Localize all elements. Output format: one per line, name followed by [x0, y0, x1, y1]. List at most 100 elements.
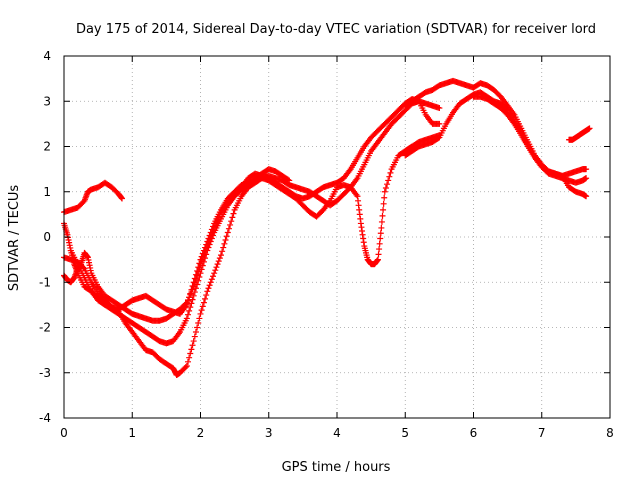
data-point-interp [187, 304, 194, 311]
data-point-interp [194, 324, 201, 331]
data-point [183, 362, 190, 369]
data-point-interp [222, 237, 229, 244]
data-point [190, 279, 197, 286]
data-point-interp [191, 289, 198, 296]
data-point-interp [191, 275, 198, 282]
data-point-interp [203, 251, 210, 258]
y-axis-label: SDTVAR / TECUs [7, 185, 22, 292]
data-point-interp [384, 181, 391, 188]
data-point-interp [206, 282, 213, 289]
data-point-interp [184, 298, 191, 305]
data-point-interp [198, 307, 205, 314]
data-point-interp [189, 296, 196, 303]
data-point-interp [192, 271, 199, 278]
data-point [190, 338, 197, 345]
x-tick-label: 4 [333, 426, 341, 440]
data-point-interp [228, 218, 235, 225]
data-point [583, 166, 590, 173]
data-point-interp [375, 251, 382, 258]
data-point [217, 252, 224, 259]
data-point-interp [192, 285, 199, 292]
data-point [381, 188, 388, 195]
data-point [583, 175, 590, 182]
data-point-interp [198, 253, 205, 260]
data-point-interp [199, 262, 206, 269]
data-point-interp [200, 258, 207, 265]
data-point-interp [210, 232, 217, 239]
data-point-interp [199, 250, 206, 257]
data-point-interp [210, 223, 217, 230]
chart-title: Day 175 of 2014, Sidereal Day-to-day VTE… [76, 22, 596, 37]
y-tick-label: -4 [39, 411, 51, 425]
data-point-interp [210, 273, 217, 280]
data-point [436, 105, 443, 112]
data-point-interp [195, 264, 202, 271]
y-tick-label: 1 [43, 185, 51, 199]
data-point-interp [377, 230, 384, 237]
data-point [583, 193, 590, 200]
data-point [183, 301, 190, 308]
data-point-interp [191, 333, 198, 340]
y-axis-ticks: -4 -3 -2 -1 0 1 2 3 4 [39, 49, 610, 425]
data-point [224, 229, 231, 236]
y-tick-label: 3 [43, 94, 51, 108]
data-point-interp [203, 292, 210, 299]
data-point [197, 310, 204, 317]
data-point-interp [196, 315, 203, 322]
data-point [197, 256, 204, 263]
data-point-interp [202, 295, 209, 302]
data-point-interp [219, 248, 226, 255]
data-point [204, 247, 211, 254]
series-pass-5 [67, 166, 293, 347]
y-tick-label: -2 [39, 321, 51, 335]
x-tick-label: 8 [606, 426, 614, 440]
data-point-interp [196, 260, 203, 267]
data-point [286, 177, 293, 184]
data-point-interp [376, 240, 383, 247]
data-point-interp [215, 258, 222, 265]
y-tick-label: -1 [39, 275, 51, 289]
y-tick-label: -3 [39, 366, 51, 380]
x-tick-label: 7 [538, 426, 546, 440]
x-tick-label: 2 [197, 426, 205, 440]
data-point [374, 256, 381, 263]
data-point-interp [186, 354, 193, 361]
data-point [436, 120, 443, 127]
data-point-interp [208, 235, 215, 242]
data-point-interp [80, 264, 87, 271]
data-point-interp [214, 261, 221, 268]
data-point-interp [221, 240, 228, 247]
series-pass-7 [402, 89, 590, 186]
data-point-interp [223, 233, 230, 240]
data-point-interp [198, 266, 205, 273]
data-point [190, 292, 197, 299]
data-point-interp [182, 364, 189, 371]
data-point-interp [379, 212, 386, 219]
data-point-interp [194, 281, 201, 288]
y-tick-label: 0 [43, 230, 51, 244]
data-point-interp [186, 294, 193, 301]
data-point-interp [207, 279, 214, 286]
data-point-interp [435, 135, 442, 142]
data-point-interp [194, 267, 201, 274]
series-pass-4 [61, 98, 443, 317]
data-point-interp [188, 346, 195, 353]
y-tick-label: 2 [43, 140, 51, 154]
data-point-interp [208, 226, 215, 233]
data-point-interp [188, 300, 195, 307]
data-point [586, 125, 593, 132]
data-point-interp [189, 283, 196, 290]
data-point-interp [212, 267, 219, 274]
data-point [119, 195, 126, 202]
data-point-interp [205, 244, 212, 251]
x-axis-label: GPS time / hours [282, 460, 391, 475]
data-point-interp [230, 210, 237, 217]
data-point-interp [195, 319, 202, 326]
data-point-interp [207, 238, 214, 245]
data-point-interp [385, 177, 392, 184]
x-tick-label: 1 [128, 426, 136, 440]
data-point [211, 270, 218, 277]
